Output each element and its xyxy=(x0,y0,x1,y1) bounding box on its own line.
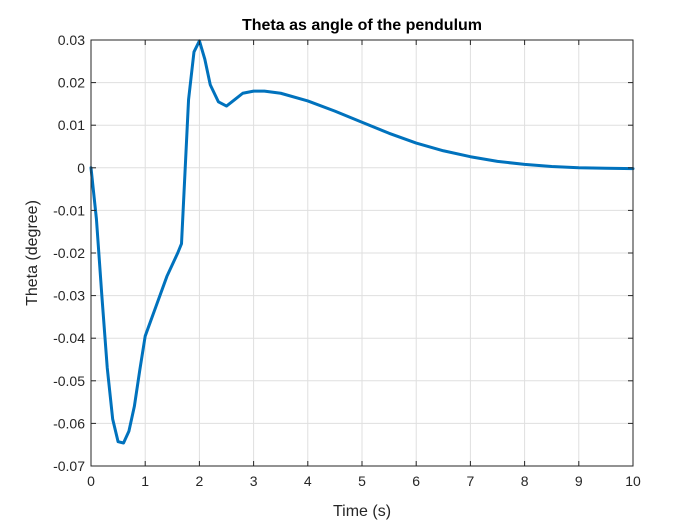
y-tick-label: -0.06 xyxy=(53,415,85,431)
series-layer xyxy=(89,39,635,445)
y-tick-label: -0.01 xyxy=(53,202,85,218)
x-tick-label: 4 xyxy=(304,473,312,489)
y-axis-label: Theta (degree) xyxy=(24,200,41,306)
y-tick-label: -0.03 xyxy=(53,288,85,304)
y-tick-label: -0.07 xyxy=(53,458,85,474)
y-tick-label: 0 xyxy=(77,160,85,176)
chart-title: Theta as angle of the pendulum xyxy=(242,17,482,34)
y-tick-label: -0.04 xyxy=(53,330,85,346)
x-tick-label: 8 xyxy=(521,473,529,489)
ticks: 0 1 2 3 4 5 6 7 8 9 10 0.03 0.02 0.01 0 -0.01 -0.02 -0.03… xyxy=(53,32,641,489)
y-tick-label: 0.01 xyxy=(58,117,85,133)
x-tick-label: 2 xyxy=(196,473,204,489)
x-tick-label: 9 xyxy=(575,473,583,489)
x-tick-label: 6 xyxy=(412,473,420,489)
plot-area: 0 1 2 3 4 5 6 7 8 9 10 0.03 0.02 0.01 0 -0.01 -0.02 -0.03… xyxy=(53,32,641,489)
x-tick-label: 10 xyxy=(625,473,641,489)
x-tick-label: 0 xyxy=(87,473,95,489)
x-tick-label: 3 xyxy=(250,473,258,489)
x-axis-label: Time (s) xyxy=(333,503,391,520)
y-tick-label: -0.05 xyxy=(53,373,85,389)
y-tick-label: 0.02 xyxy=(58,75,85,91)
x-tick-label: 1 xyxy=(141,473,149,489)
x-tick-label: 5 xyxy=(358,473,366,489)
series-line-theta xyxy=(89,39,635,445)
y-tick-label: -0.02 xyxy=(53,245,85,261)
y-tick-label: 0.03 xyxy=(58,32,85,48)
x-tick-label: 7 xyxy=(467,473,475,489)
